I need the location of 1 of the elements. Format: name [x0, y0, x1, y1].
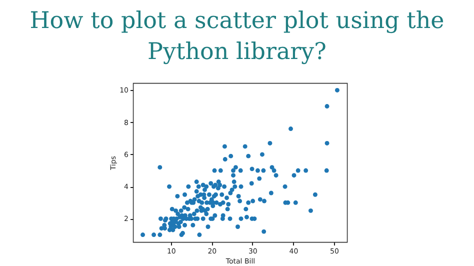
chart-title: How to plot a scatter plot using the Python library?	[28, 7, 446, 67]
